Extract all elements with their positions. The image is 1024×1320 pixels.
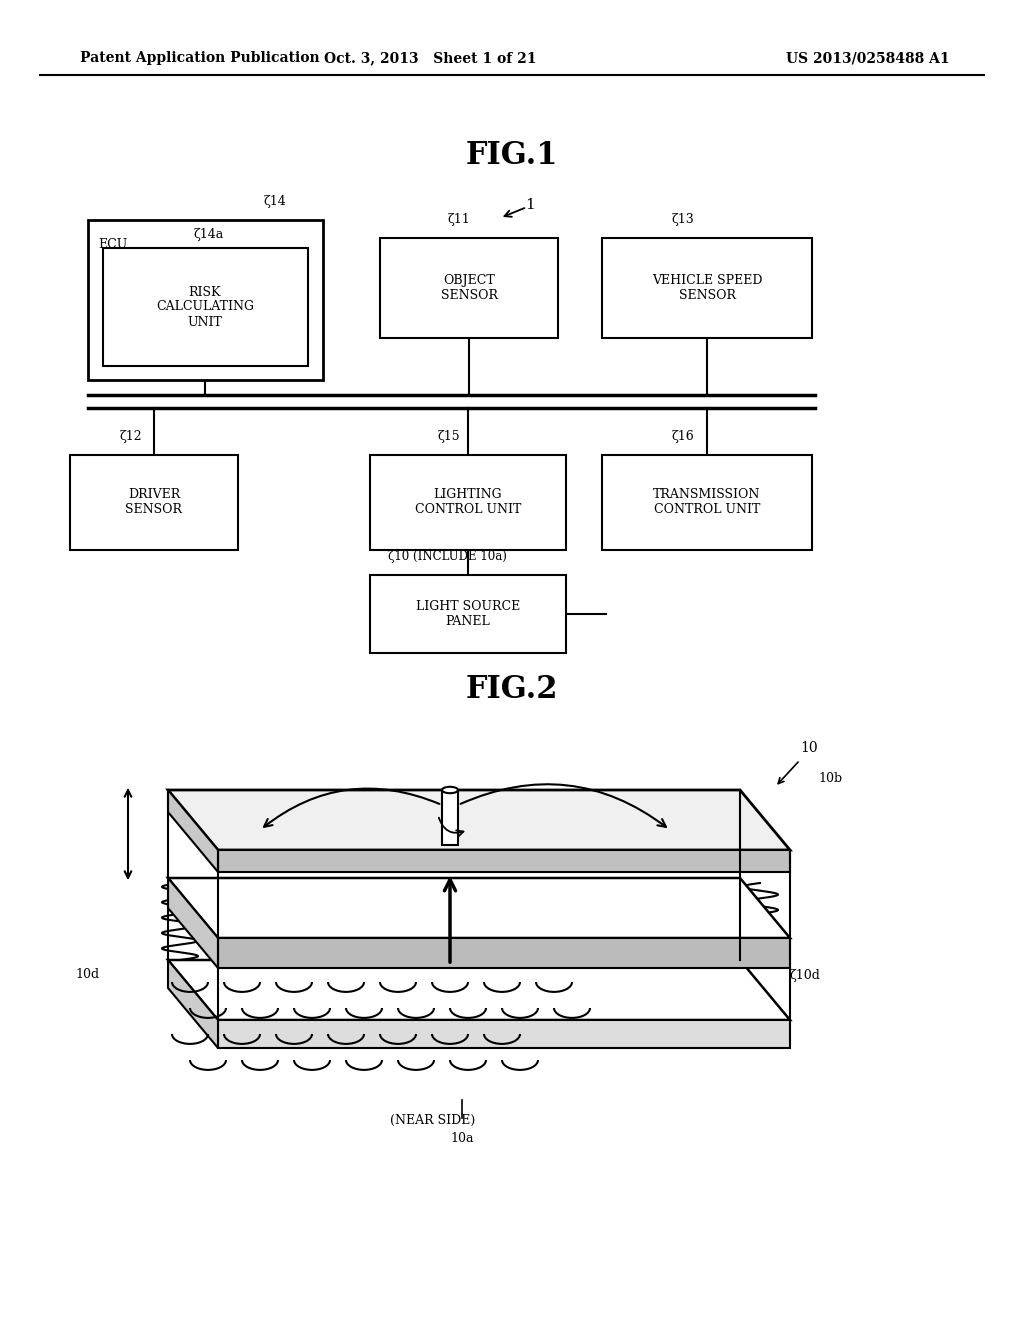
Text: Patent Application Publication: Patent Application Publication [80,51,319,65]
Text: ζ12: ζ12 [120,430,142,444]
Text: ζ14a: ζ14a [193,228,223,242]
Text: DRIVER
SENSOR: DRIVER SENSOR [126,488,182,516]
Text: ζ10 (INCLUDE 10a): ζ10 (INCLUDE 10a) [388,550,507,564]
Text: FIG.1: FIG.1 [466,140,558,170]
Bar [370,576,566,653]
Text: (FAR SIDE): (FAR SIDE) [454,949,526,961]
Polygon shape [218,1020,790,1048]
Bar [88,220,323,380]
Text: 10: 10 [800,741,817,755]
Ellipse shape [442,787,458,793]
Text: (NEAR SIDE): (NEAR SIDE) [390,1114,475,1126]
Text: ECU: ECU [98,238,127,251]
Bar [442,789,458,845]
Text: 10d: 10d [76,969,100,982]
Bar [370,455,566,550]
Text: LIGHT SOURCE
PANEL: LIGHT SOURCE PANEL [416,601,520,628]
Bar [380,238,558,338]
Text: ζ10c: ζ10c [462,898,492,911]
Polygon shape [218,939,790,968]
Bar [602,238,812,338]
Text: RISK
CALCULATING
UNIT: RISK CALCULATING UNIT [156,285,254,329]
Polygon shape [168,960,218,1048]
Bar [103,248,308,366]
Text: 1: 1 [525,198,535,213]
Polygon shape [168,960,790,1020]
Polygon shape [168,789,790,850]
Text: VEHICLE SPEED
SENSOR: VEHICLE SPEED SENSOR [651,275,762,302]
Text: ζ16: ζ16 [672,430,694,444]
Polygon shape [168,878,218,968]
Bar [70,455,238,550]
Text: TRANSMISSION
CONTROL UNIT: TRANSMISSION CONTROL UNIT [653,488,761,516]
Text: OBJECT
SENSOR: OBJECT SENSOR [440,275,498,302]
Text: ζ11: ζ11 [449,213,471,226]
Text: ζ15: ζ15 [438,430,461,444]
Text: FIG.2: FIG.2 [466,675,558,705]
Text: Oct. 3, 2013   Sheet 1 of 21: Oct. 3, 2013 Sheet 1 of 21 [324,51,537,65]
Polygon shape [218,850,790,873]
Text: ζ14: ζ14 [263,195,286,209]
Polygon shape [168,878,790,939]
Text: 10b: 10b [818,771,842,784]
Text: US 2013/0258488 A1: US 2013/0258488 A1 [786,51,950,65]
Text: ζ13: ζ13 [672,213,694,226]
Text: ζ10d: ζ10d [790,969,821,982]
Bar [602,455,812,550]
Text: LIGHTING
CONTROL UNIT: LIGHTING CONTROL UNIT [415,488,521,516]
Polygon shape [168,789,218,873]
Text: 10a: 10a [451,1131,474,1144]
